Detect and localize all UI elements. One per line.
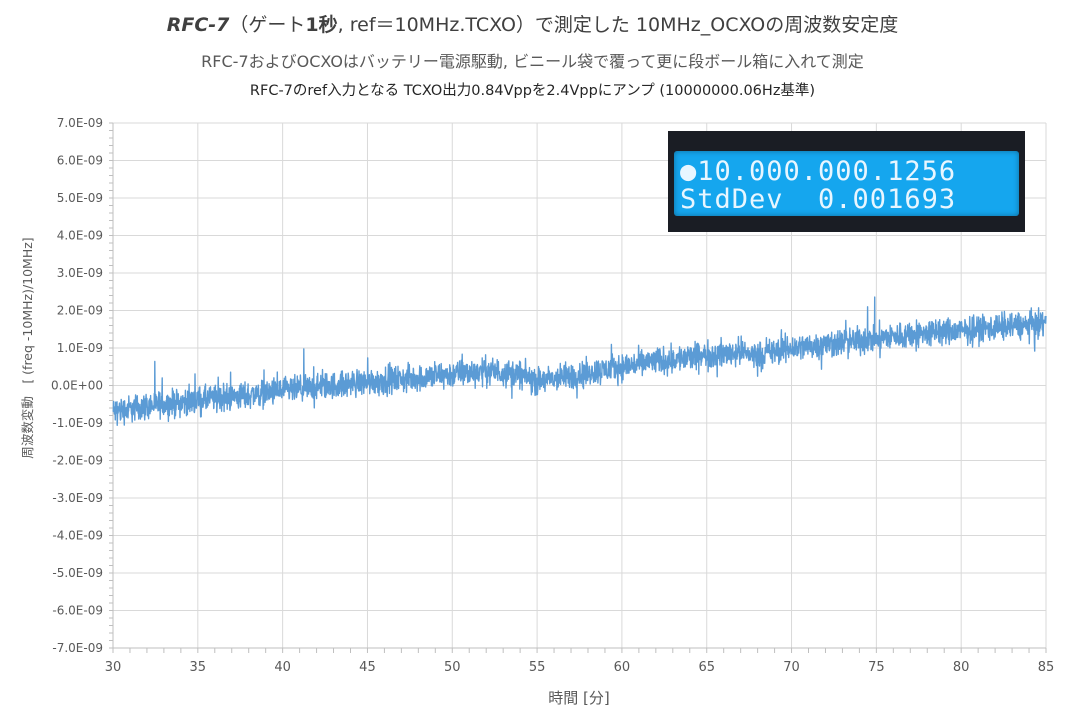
y-tick-label: -4.0E-09 <box>52 529 103 543</box>
y-tick-label: -6.0E-09 <box>52 604 103 618</box>
x-tick-label: 35 <box>190 660 207 675</box>
x-axis-label: 時間 [分] <box>548 689 609 707</box>
series-line <box>112 296 1047 426</box>
x-tick-label: 60 <box>614 660 631 675</box>
chart-subtitle-1: RFC-7およびOCXOはバッテリー電源駆動, ビニール袋で覆って更に段ボール箱… <box>201 52 864 71</box>
y-tick-label: -2.0E-09 <box>52 454 103 468</box>
x-tick-label: 75 <box>868 660 885 675</box>
x-tick-label: 65 <box>698 660 715 675</box>
y-tick-label: 6.0E-09 <box>57 154 103 168</box>
x-tick-label: 85 <box>1038 660 1055 675</box>
y-tick-label: 1.0E-09 <box>57 341 103 355</box>
tick-labels: 7.0E-09 6.0E-09 5.0E-09 4.0E-09 3.0E-09 2.0E-… <box>51 116 1054 675</box>
y-tick-label: 2.0E-09 <box>57 304 103 318</box>
y-tick-label: 7.0E-09 <box>57 116 103 130</box>
y-tick-label: -5.0E-09 <box>52 566 103 580</box>
y-tick-label: -7.0E-09 <box>52 641 103 655</box>
axes <box>109 122 1047 653</box>
x-tick-label: 40 <box>274 660 291 675</box>
x-tick-label: 80 <box>953 660 970 675</box>
y-tick-label: 4.0E-09 <box>57 229 103 243</box>
lcd-stddev-readout: StdDev 0.001693 <box>680 184 957 215</box>
lcd-frequency-readout: ●10.000.000.1256 <box>680 156 957 187</box>
y-tick-label: 5.0E-09 <box>57 191 103 205</box>
y-tick-label: 0.0E+00 <box>51 379 103 393</box>
lcd-screen: ●10.000.000.1256 StdDev 0.001693 <box>674 151 1019 216</box>
lcd-display-photo: ●10.000.000.1256 StdDev 0.001693 <box>668 131 1025 232</box>
x-tick-label: 45 <box>359 660 376 675</box>
y-tick-label: -3.0E-09 <box>52 491 103 505</box>
y-tick-label: 3.0E-09 <box>57 266 103 280</box>
y-axis-label: 周波数変動 [ (freq -10MHz)/10MHz] <box>20 237 35 458</box>
x-tick-label: 70 <box>783 660 800 675</box>
x-tick-label: 50 <box>444 660 461 675</box>
x-tick-label: 55 <box>529 660 546 675</box>
chart-subtitle-2: RFC-7のref入力となる TCXO出力0.84Vppを2.4Vppにアンプ … <box>249 83 816 99</box>
x-tick-label: 30 <box>105 660 122 675</box>
y-tick-label: -1.0E-09 <box>52 416 103 430</box>
chart-title: RFC-7（ゲート1秒, ref＝10MHz.TCXO）で測定した 10MHz_… <box>166 14 899 36</box>
